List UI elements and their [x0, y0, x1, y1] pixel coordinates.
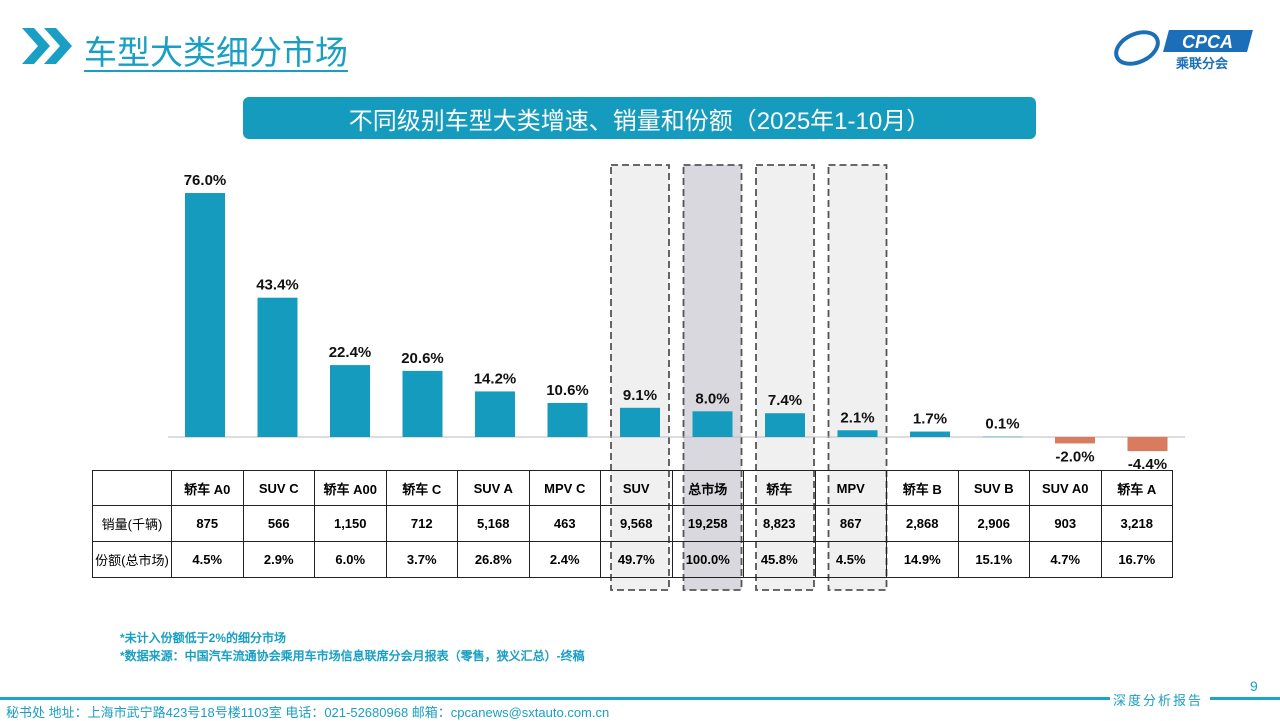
share-cell: 4.7%: [1029, 541, 1102, 578]
sales-cell: 8,823: [743, 505, 816, 542]
category-header: SUV B: [957, 470, 1030, 506]
sales-cell: 566: [242, 505, 315, 542]
footer-divider-right: [1210, 697, 1280, 700]
data-label: 7.4%: [768, 392, 802, 409]
category-header: 轿车 A0: [171, 470, 244, 506]
data-label: 0.1%: [985, 416, 1019, 433]
footer-address: 秘书处 地址：上海市武宁路423号18号楼1103室 电话：021-526809…: [6, 705, 610, 720]
data-table: 轿车 A0 SUV C 轿车 A00 轿车 C SUV A MPV C SUV 总市场 轿车 MP…: [92, 470, 1173, 578]
sales-cell: 9,568: [600, 505, 673, 542]
category-header: SUV A0: [1029, 470, 1102, 506]
share-cell: 26.8%: [457, 541, 530, 578]
sales-cell: 867: [814, 505, 887, 542]
category-header: 轿车 A00: [314, 470, 387, 506]
svg-text:乘联分会: 乘联分会: [1175, 56, 1229, 71]
table-corner: [92, 470, 172, 506]
share-cell: 14.9%: [886, 541, 959, 578]
sales-cell: 2,868: [886, 505, 959, 542]
data-label: -2.0%: [1055, 448, 1094, 465]
share-cell: 4.5%: [814, 541, 887, 578]
bar: [257, 297, 298, 437]
bar: [765, 413, 805, 437]
bar: [1127, 437, 1168, 452]
share-cell: 2.4%: [528, 541, 601, 578]
svg-text:CPCA: CPCA: [1182, 32, 1233, 52]
data-label: 43.4%: [256, 277, 299, 294]
share-cell: 3.7%: [385, 541, 458, 578]
sales-cell: 5,168: [457, 505, 530, 542]
bar: [837, 430, 878, 437]
category-header: 轿车: [743, 470, 816, 506]
data-label: 8.0%: [695, 390, 729, 407]
category-header: SUV A: [457, 470, 530, 506]
bar: [547, 402, 588, 437]
share-cell: 4.5%: [171, 541, 244, 578]
bar: [982, 436, 1023, 438]
bar: [475, 391, 515, 437]
data-label: -4.4%: [1128, 456, 1167, 473]
chart-banner-title: 不同级别车型大类增速、销量和份额（2025年1-10月）: [243, 97, 1036, 139]
sales-cell: 19,258: [671, 505, 744, 542]
sales-cell: 875: [171, 505, 244, 542]
share-cell: 100.0%: [671, 541, 744, 578]
report-tag: 深度分析报告: [1113, 693, 1204, 708]
share-cell: 2.9%: [242, 541, 315, 578]
bar: [402, 370, 443, 437]
bar: [185, 193, 225, 437]
sales-cell: 1,150: [314, 505, 387, 542]
page-title: 车型大类细分市场: [84, 34, 348, 71]
footer-divider: [0, 697, 1110, 700]
category-header: SUV: [600, 470, 673, 506]
sales-cell: 463: [528, 505, 601, 542]
chevron-arrows-icon: [22, 28, 72, 64]
share-cell: 45.8%: [743, 541, 816, 578]
sales-cell: 903: [1029, 505, 1102, 542]
bar: [692, 411, 733, 437]
bar: [330, 365, 370, 437]
share-cell: 6.0%: [314, 541, 387, 578]
bar: [620, 407, 660, 437]
data-label: 10.6%: [546, 382, 589, 399]
data-label: 76.0%: [184, 172, 227, 189]
data-label: 20.6%: [401, 350, 444, 367]
note-share: *未计入份额低于2%的细分市场: [120, 631, 287, 645]
category-header: SUV C: [242, 470, 315, 506]
share-cell: 16.7%: [1100, 541, 1173, 578]
share-cell: 49.7%: [600, 541, 673, 578]
category-header: 轿车 C: [385, 470, 458, 506]
note-source: *数据来源：中国汽车流通协会乘用车市场信息联席分会月报表（零售，狭义汇总）-终稿: [120, 649, 585, 663]
data-label: 9.1%: [623, 387, 657, 404]
category-header: MPV: [814, 470, 887, 506]
data-label: 2.1%: [840, 409, 874, 426]
data-label: 1.7%: [913, 411, 947, 428]
share-cell: 15.1%: [957, 541, 1030, 578]
sales-cell: 2,906: [957, 505, 1030, 542]
category-header: 总市场: [671, 470, 744, 506]
category-header: 轿车 A: [1100, 470, 1173, 506]
page-number: 9: [1250, 678, 1258, 694]
sales-cell: 712: [385, 505, 458, 542]
sales-cell: 3,218: [1100, 505, 1173, 542]
data-label: 22.4%: [329, 344, 372, 361]
data-label: 14.2%: [474, 370, 517, 387]
row-label-sales: 销量(千辆): [92, 505, 172, 542]
row-label-share: 份额(总市场): [92, 541, 172, 578]
category-header: 轿车 B: [886, 470, 959, 506]
bar: [1055, 437, 1095, 444]
bar: [910, 431, 950, 437]
cpca-logo: CPCA 乘联分会: [1112, 26, 1262, 77]
category-header: MPV C: [528, 470, 601, 506]
